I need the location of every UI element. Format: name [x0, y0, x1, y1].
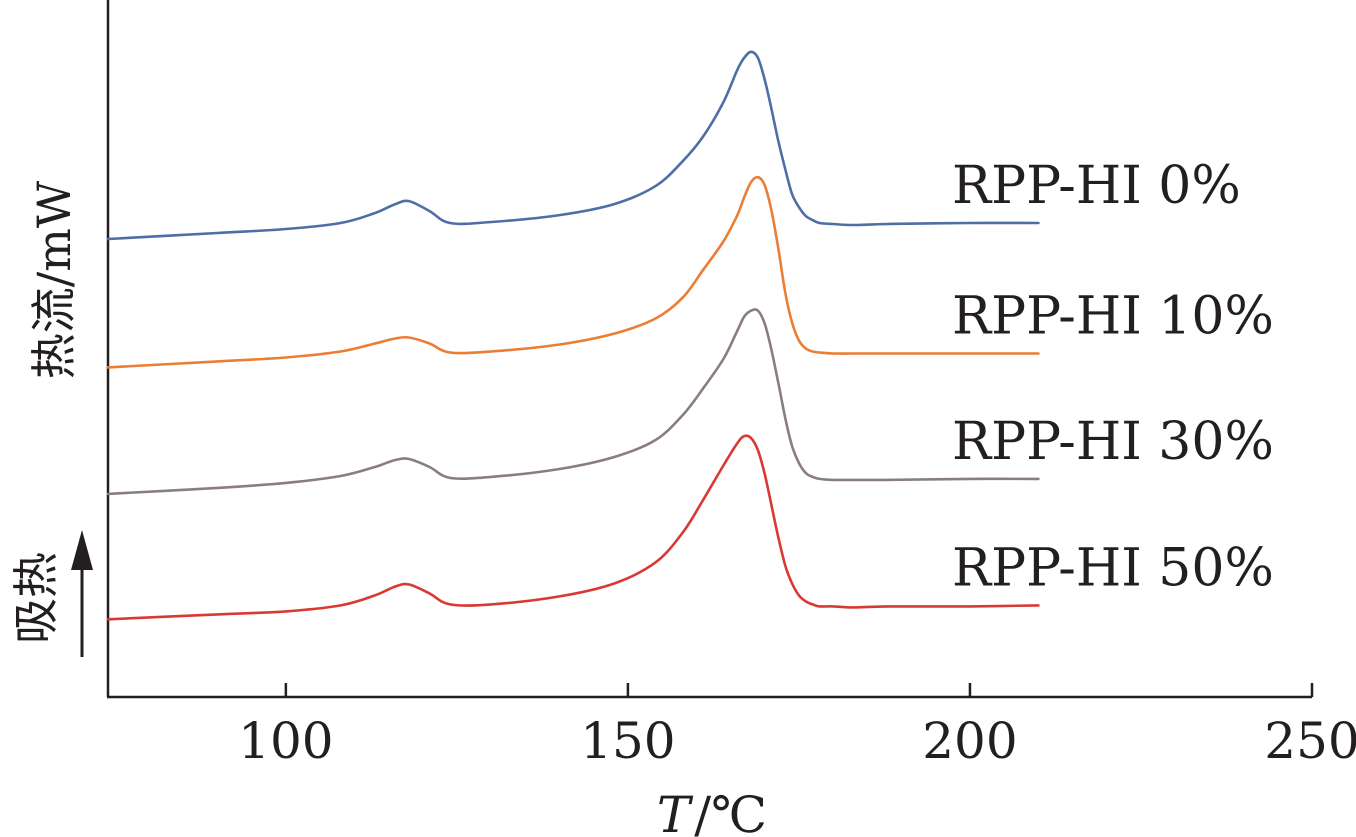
series-label-2: RPP-HI 30% — [952, 412, 1274, 472]
series-curves — [106, 50, 1040, 621]
series-line-2 — [106, 308, 1040, 496]
series-line-3 — [106, 434, 1040, 621]
series-label-1: RPP-HI 10% — [952, 286, 1274, 346]
x-axis-variable: T — [657, 786, 694, 837]
x-tick-label: 100 — [238, 712, 333, 770]
series-line-1 — [106, 175, 1040, 369]
series-line-0 — [106, 50, 1040, 241]
endo-label: 吸热 — [9, 552, 63, 644]
x-axis-ticks: 100 150 200 250 — [238, 683, 1356, 770]
series-labels: RPP-HI 0% RPP-HI 10% RPP-HI 30% RPP-HI 50% — [952, 156, 1274, 598]
x-tick-label: 200 — [922, 712, 1017, 770]
series-label-3: RPP-HI 50% — [952, 538, 1274, 598]
y-axis-title: 热流/mW — [27, 180, 81, 379]
x-tick-label: 250 — [1264, 712, 1356, 770]
x-tick-label: 150 — [580, 712, 675, 770]
series-label-0: RPP-HI 0% — [952, 156, 1241, 216]
endo-arrow-icon — [71, 530, 93, 570]
x-axis-title: T/℃ — [657, 786, 767, 837]
x-axis-unit: /℃ — [694, 786, 767, 837]
